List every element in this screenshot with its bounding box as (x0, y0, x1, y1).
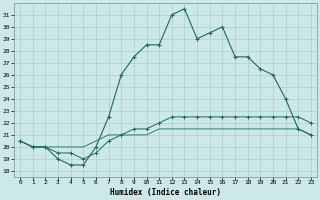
X-axis label: Humidex (Indice chaleur): Humidex (Indice chaleur) (110, 188, 221, 197)
